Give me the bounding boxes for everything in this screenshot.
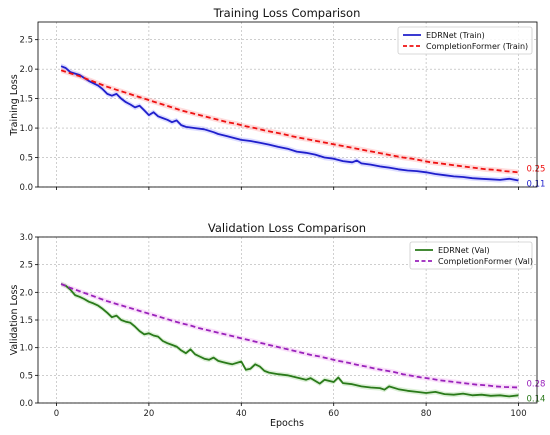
x-axis-label: Epochs	[270, 418, 304, 429]
legend-label: EDRNet (Train)	[426, 31, 485, 40]
legend-label: EDRNet (Val)	[438, 246, 490, 255]
series-line	[60, 283, 519, 389]
x-tick-label: 60	[328, 409, 339, 419]
legend-label: CompletionFormer (Train)	[426, 42, 528, 51]
y-tick-label: 1.0	[19, 124, 33, 134]
y-tick-label: 0.5	[19, 154, 33, 164]
series-line	[60, 283, 519, 398]
series-line	[60, 69, 519, 174]
x-tick-label: 0	[54, 409, 59, 419]
end-value-label: 0.28	[527, 380, 546, 390]
legend: EDRNet (Val) CompletionFormer (Val)	[409, 241, 533, 270]
validation-loss-chart: Validation Loss Comparison Validation Lo…	[9, 221, 545, 429]
y-tick-label: 1.5	[19, 316, 33, 326]
legend-label: CompletionFormer (Val)	[438, 257, 533, 266]
x-tick-label: 100	[510, 409, 526, 419]
x-tick-label: 20	[143, 409, 154, 419]
end-value-label: 0.14	[527, 394, 546, 404]
legend: EDRNet (Train) CompletionFormer (Train)	[397, 26, 533, 55]
y-tick-label: 0.0	[19, 183, 33, 193]
y-tick-label: 0.0	[19, 399, 33, 409]
y-axis-label: Validation Loss	[9, 285, 20, 356]
chart-title: Validation Loss Comparison	[208, 221, 366, 235]
legend-box	[409, 241, 533, 270]
x-tick-label: 80	[421, 409, 432, 419]
y-tick-label: 1.0	[19, 344, 33, 354]
y-axis-label: Training Loss	[9, 74, 20, 136]
y-tick-label: 3.0	[19, 233, 33, 243]
y-tick-label: 2.0	[19, 65, 33, 75]
legend-box	[397, 26, 533, 55]
series-line	[60, 65, 519, 182]
plot-frame	[37, 21, 538, 188]
x-tick-label: 40	[236, 409, 247, 419]
end-value-label: 0.11	[527, 180, 546, 190]
chart-title: Training Loss Comparison	[213, 6, 361, 20]
end-value-label: 0.25	[527, 164, 546, 174]
y-tick-label: 1.5	[19, 95, 33, 105]
training-loss-chart: Training Loss Comparison Training Loss 0…	[9, 6, 545, 193]
y-tick-label: 2.5	[19, 36, 33, 46]
y-tick-label: 0.5	[19, 371, 33, 381]
y-tick-label: 2.0	[19, 288, 33, 298]
confidence-band	[61, 67, 519, 175]
y-tick-label: 2.5	[19, 261, 33, 271]
